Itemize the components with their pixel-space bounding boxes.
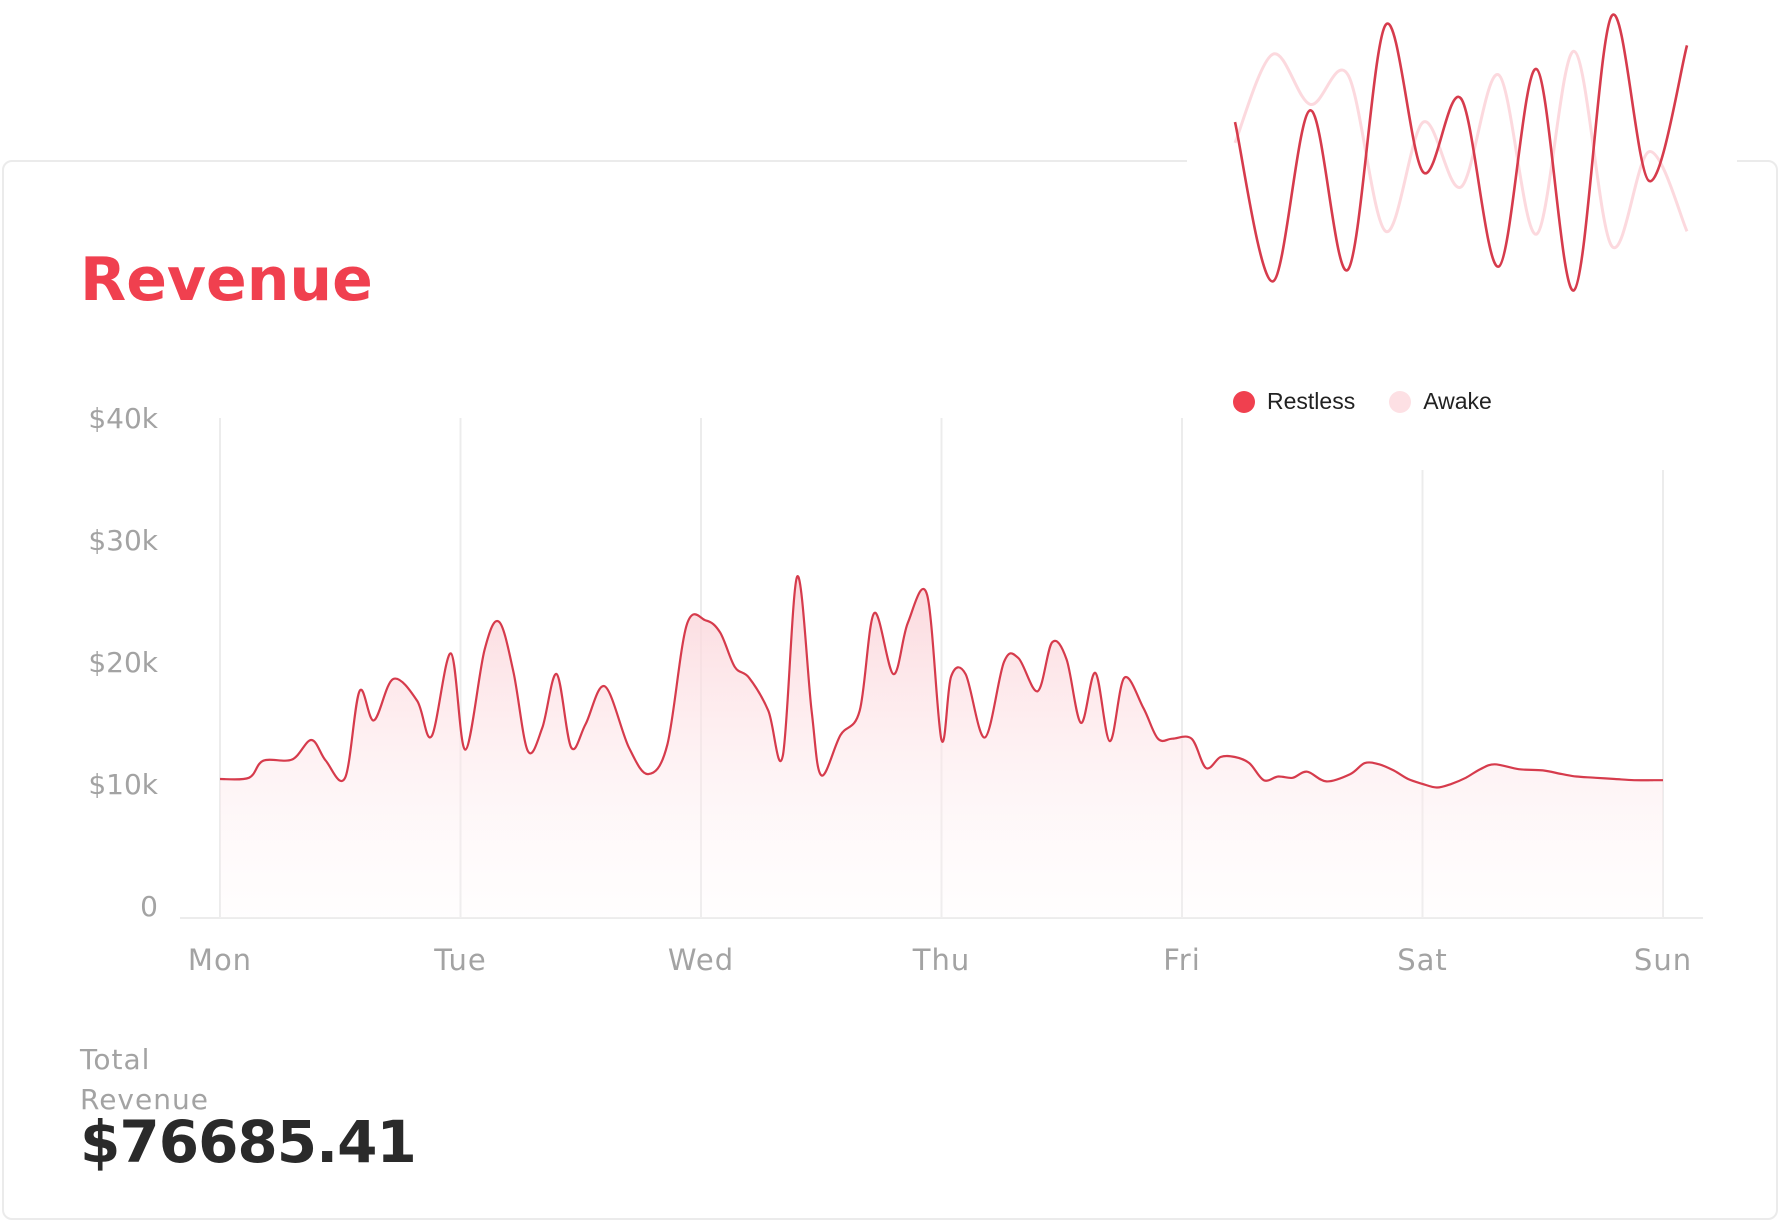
- awake-dot-icon: [1389, 390, 1412, 413]
- x-axis: Mon Tue Wed Thu Fri Sat Sun: [188, 943, 1692, 977]
- y-tick-label: 0: [140, 890, 158, 923]
- sleep-line-restless: [1233, 13, 1689, 292]
- legend-item-awake[interactable]: Awake: [1389, 388, 1492, 415]
- x-tick-label: Tue: [433, 943, 487, 977]
- y-tick-label: $20k: [88, 646, 158, 679]
- restless-dot-icon: [1233, 390, 1255, 413]
- total-revenue-label: Total Revenue: [80, 1043, 209, 1116]
- x-tick-label: Thu: [912, 943, 970, 977]
- y-tick-label: $10k: [88, 768, 158, 801]
- legend-label-restless: Restless: [1267, 388, 1356, 414]
- y-axis: $40k $30k $20k $10k 0: [88, 402, 158, 923]
- x-tick-label: Fri: [1163, 943, 1201, 977]
- x-tick-label: Sun: [1634, 943, 1692, 977]
- card-title: Revenue: [80, 245, 373, 315]
- revenue-area: [220, 576, 1663, 918]
- sleep-waves: [1233, 13, 1689, 292]
- sleep-legend: Restless Awake: [1233, 388, 1492, 415]
- sleep-chart-backdrop: [1187, 130, 1737, 330]
- y-tick-label: $30k: [88, 524, 158, 557]
- x-tick-label: Wed: [668, 943, 734, 977]
- revenue-line: [219, 575, 1663, 789]
- y-tick-label: $40k: [88, 402, 158, 435]
- x-tick-label: Sat: [1397, 943, 1448, 977]
- legend-item-restless[interactable]: Restless: [1233, 388, 1355, 415]
- legend-label-awake: Awake: [1423, 388, 1492, 414]
- sleep-line-awake: [1233, 49, 1689, 250]
- x-tick-label: Mon: [188, 943, 252, 977]
- total-revenue-value: $76685.41: [80, 1108, 417, 1176]
- revenue-series: [219, 575, 1663, 918]
